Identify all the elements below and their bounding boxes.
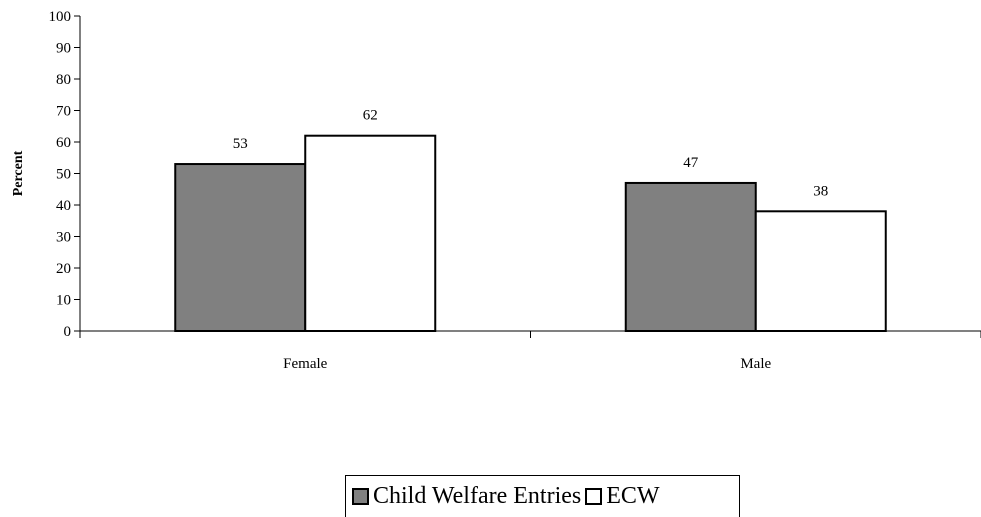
data-label: 53 (233, 136, 248, 152)
y-tick-label: 10 (56, 293, 71, 309)
data-label-group: 53 62 47 38 (233, 108, 829, 200)
bar (624, 181, 757, 332)
bar (754, 210, 887, 332)
data-label: 47 (683, 155, 699, 171)
legend-item-series-1: Child Welfare Entries (352, 483, 581, 510)
y-tick-label: 80 (56, 72, 71, 88)
y-axis-title: Percent (11, 150, 26, 196)
y-tick-label: 40 (56, 198, 71, 214)
y-axis: 0 10 20 30 40 50 60 70 80 90 100 (49, 9, 81, 340)
legend-label-series-1: Child Welfare Entries (373, 483, 582, 509)
data-label: 62 (363, 108, 378, 124)
legend-swatch-series-1 (352, 488, 369, 505)
y-tick-label: 50 (56, 167, 71, 183)
legend-swatch-series-2 (585, 488, 603, 505)
legend: Child Welfare Entries ECW (345, 475, 740, 517)
bar (174, 163, 307, 332)
y-tick-label: 0 (64, 324, 72, 340)
legend-label-series-2: ECW (606, 483, 660, 509)
x-tick-label: Female (283, 356, 327, 372)
y-tick-label: 70 (56, 104, 71, 120)
y-tick-label: 90 (56, 41, 71, 57)
y-tick-label: 100 (49, 9, 72, 25)
y-tick-label: 60 (56, 135, 71, 151)
bar-chart: 0 10 20 30 40 50 60 70 80 90 100 Female Male 53 62 47… (11, 9, 981, 372)
legend-item-series-2: ECW (585, 483, 660, 510)
y-tick-label: 30 (56, 230, 71, 246)
x-axis: Female Male (79, 330, 981, 372)
y-tick-label: 20 (56, 261, 71, 277)
bar-group (174, 134, 887, 332)
x-tick-label: Male (740, 356, 771, 372)
data-label: 38 (813, 183, 828, 199)
bar (304, 134, 437, 332)
